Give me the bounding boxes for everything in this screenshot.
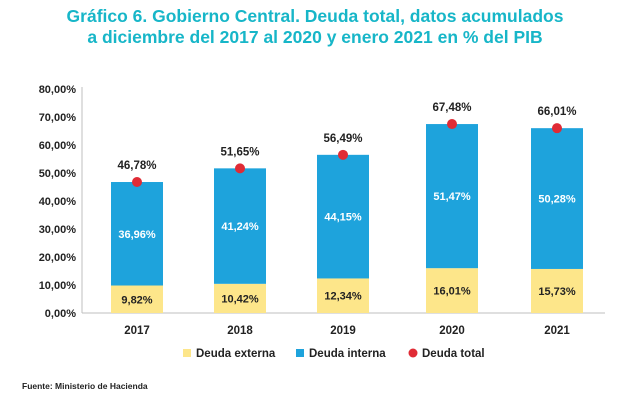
source-note: Fuente: Ministerio de Hacienda <box>22 381 148 391</box>
bar-deuda-interna <box>531 128 583 269</box>
x-tick-label: 2019 <box>330 325 356 337</box>
data-label-total: 46,78% <box>117 160 156 172</box>
data-label-total: 56,49% <box>323 133 362 145</box>
y-tick-label: 30,00% <box>39 224 77 236</box>
bar-deuda-interna <box>426 124 478 269</box>
chart-title-line-2: a diciembre del 2017 al 2020 y enero 202… <box>87 27 543 47</box>
point-deuda-total <box>235 163 245 174</box>
y-tick-label: 60,00% <box>39 140 77 152</box>
data-label-interna: 44,15% <box>324 212 362 224</box>
data-label-total: 51,65% <box>220 146 259 158</box>
data-label-total: 67,48% <box>432 102 471 114</box>
data-label-externa: 16,01% <box>433 286 471 298</box>
chart-title-line-1: Gráfico 6. Gobierno Central. Deuda total… <box>66 6 564 26</box>
legend-deuda-externa-swatch <box>183 349 191 357</box>
data-label-interna: 51,47% <box>433 191 471 203</box>
bar-deuda-interna <box>317 154 369 279</box>
y-tick-label: 20,00% <box>39 252 77 264</box>
data-label-interna: 50,28% <box>538 194 576 206</box>
legend-deuda-total-swatch <box>408 348 418 358</box>
y-tick-label: 80,00% <box>39 84 77 96</box>
bar-deuda-externa <box>317 278 369 313</box>
x-tick-label: 2017 <box>124 325 150 337</box>
bar-deuda-externa <box>426 268 478 313</box>
y-tick-label: 40,00% <box>39 196 77 208</box>
y-tick-label: 0,00% <box>45 308 76 320</box>
legend-deuda-externa-label: Deuda externa <box>196 348 276 360</box>
bar-deuda-externa <box>111 285 163 313</box>
point-deuda-total <box>447 119 457 130</box>
legend-deuda-interna-label: Deuda interna <box>309 348 386 360</box>
x-tick-label: 2020 <box>439 325 465 337</box>
data-label-externa: 9,82% <box>121 294 152 306</box>
x-tick-label: 2018 <box>227 325 253 337</box>
bar-deuda-externa <box>531 268 583 313</box>
point-deuda-total <box>338 149 348 160</box>
point-deuda-total <box>132 177 142 188</box>
bar-deuda-externa <box>214 283 266 313</box>
y-tick-label: 50,00% <box>39 168 77 180</box>
bar-deuda-interna <box>214 168 266 284</box>
data-label-interna: 36,96% <box>118 229 156 241</box>
point-deuda-total <box>552 123 562 134</box>
y-tick-label: 10,00% <box>39 280 77 292</box>
x-tick-label: 2021 <box>544 325 570 337</box>
data-label-total: 66,01% <box>537 106 576 118</box>
legend-deuda-interna-swatch <box>296 349 304 357</box>
chart-title: Gráfico 6. Gobierno Central. Deuda total… <box>0 6 630 48</box>
legend-deuda-total-label: Deuda total <box>422 348 485 360</box>
data-label-externa: 12,34% <box>324 291 362 303</box>
data-label-externa: 10,42% <box>221 293 259 305</box>
bar-deuda-interna <box>111 182 163 286</box>
data-label-interna: 41,24% <box>221 221 259 233</box>
y-tick-label: 70,00% <box>39 112 77 124</box>
data-label-externa: 15,73% <box>538 286 576 298</box>
